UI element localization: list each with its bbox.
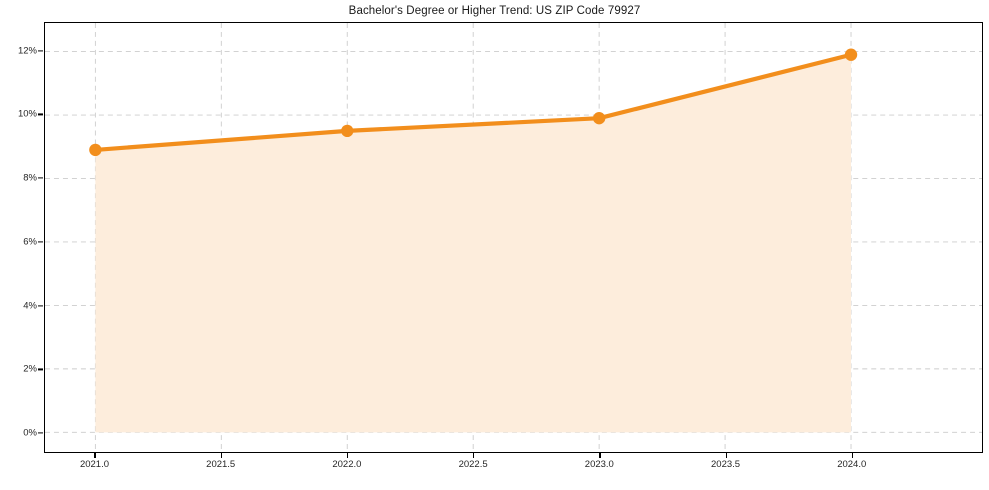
data-point <box>592 112 606 125</box>
x-axis-tick-labels: 2021.0 2021.5 2022.0 2022.5 2023.0 2023.5 2024… <box>44 459 983 479</box>
y-tick-label: 12% <box>17 45 37 57</box>
y-tick-mark <box>38 177 43 179</box>
chart-title: Bachelor's Degree or Higher Trend: US ZI… <box>348 5 641 17</box>
y-tick-label: 0% <box>23 427 37 439</box>
y-tick-mark <box>38 305 43 307</box>
data-point <box>341 124 354 138</box>
x-tick-label: 2022.5 <box>458 459 488 470</box>
x-tick-label: 2023.0 <box>584 459 614 470</box>
y-tick-mark <box>38 368 43 371</box>
x-tick-label: 2022.0 <box>332 459 362 470</box>
x-axis-tick-marks <box>44 453 983 461</box>
x-tick-mark <box>851 453 853 458</box>
y-tick-label: 10% <box>17 108 37 120</box>
y-tick-mark <box>38 50 43 52</box>
x-tick-mark <box>599 453 601 458</box>
x-tick-mark <box>94 453 96 458</box>
y-tick-label: 4% <box>23 300 37 312</box>
y-axis-tick-labels: 0% 2% 4% 6% 8% 10% 12% <box>0 22 37 453</box>
x-tick-label: 2023.5 <box>711 459 741 470</box>
y-tick-mark <box>38 113 43 116</box>
x-tick-label: 2021.5 <box>206 459 236 470</box>
x-tick-label: 2021.0 <box>79 459 109 470</box>
plot-area <box>44 22 983 453</box>
y-tick-label: 6% <box>23 236 37 248</box>
data-series-layer <box>89 48 858 433</box>
data-point <box>89 143 102 157</box>
x-tick-mark <box>220 453 222 458</box>
y-tick-mark <box>38 241 43 243</box>
x-tick-mark <box>473 453 475 458</box>
y-axis-tick-marks <box>0 22 44 453</box>
x-tick-mark <box>346 453 349 458</box>
x-tick-mark <box>725 453 727 458</box>
x-tick-label: 2024.0 <box>837 459 867 470</box>
y-tick-mark <box>38 432 43 434</box>
data-point <box>844 48 858 61</box>
y-tick-label: 8% <box>23 172 37 184</box>
y-tick-label: 2% <box>23 363 37 375</box>
